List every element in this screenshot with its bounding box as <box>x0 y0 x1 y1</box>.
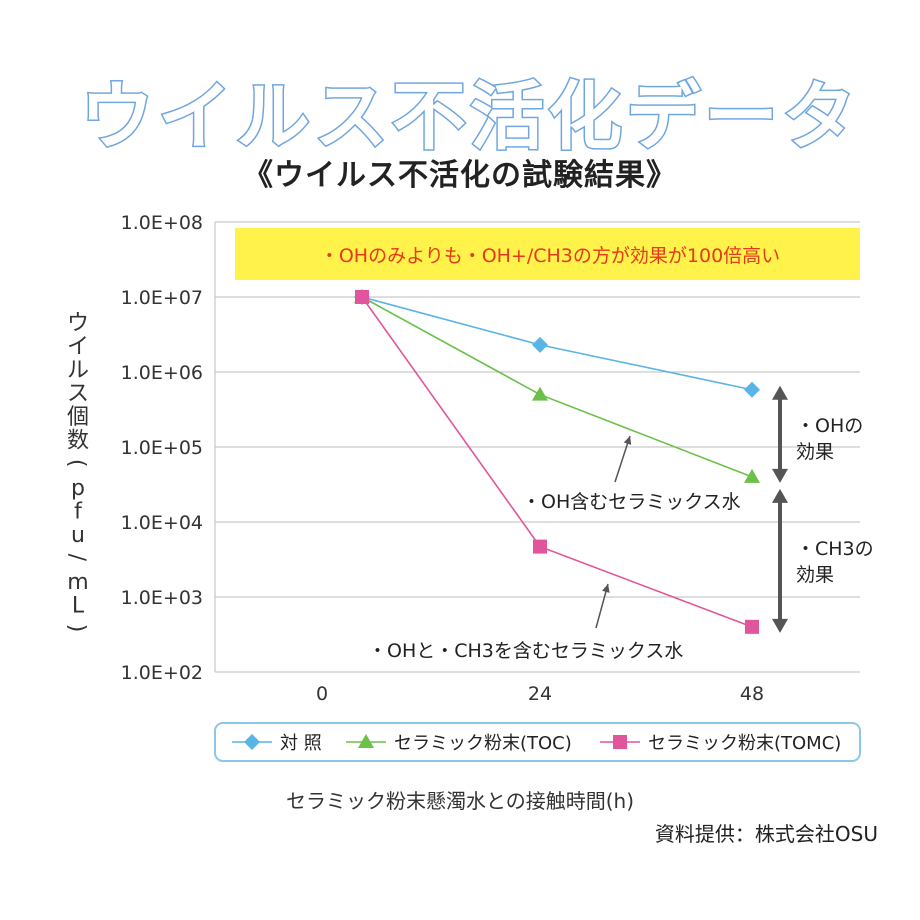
y-tick-label: 1.0E+07 <box>121 287 203 309</box>
chart-subtitle: 《ウイルス不活化の試験結果》 <box>243 158 677 193</box>
ch3-effect-arrow-head <box>772 618 788 633</box>
y-tick-label: 1.0E+04 <box>121 512 203 534</box>
legend-item-tomc: セラミック粉末(TOMC) <box>600 733 841 754</box>
highlight-box <box>235 228 860 280</box>
y-axis-title-char: u <box>71 523 85 548</box>
y-tick-label: 1.0E+06 <box>121 362 203 384</box>
legend-label: セラミック粉末(TOMC) <box>648 733 841 754</box>
y-tick-label: 1.0E+08 <box>121 212 203 234</box>
y-axis-title-char: 個 <box>67 405 89 430</box>
x-tick-label: 24 <box>528 683 552 705</box>
legend-label: セラミック粉末(TOC) <box>394 733 572 754</box>
legend-label: 対 照 <box>280 733 322 754</box>
tomc-note: ・OHと・CH3を含むセラミックス水 <box>368 640 683 662</box>
highlight-text: ・OHのみよりも・OH+/CH3の方が効果が100倍高い <box>320 245 780 267</box>
legend-marker <box>613 735 627 749</box>
y-tick-labels: 1.0E+08 1.0E+07 1.0E+06 1.0E+05 1.0E+04 1.0E+… <box>121 212 203 684</box>
y-axis-title-char: L <box>72 593 85 618</box>
series-toc <box>354 289 760 483</box>
legend-box <box>214 722 861 762</box>
x-tick-label: 48 <box>740 683 764 705</box>
series-line-toc <box>361 296 753 478</box>
oh-effect-arrow-head <box>772 468 788 483</box>
legend-marker <box>244 734 260 750</box>
grid <box>214 221 860 673</box>
y-axis-title-char: ル <box>67 358 89 383</box>
x-tick-label: 0 <box>316 683 328 705</box>
ch3-effect-label: 効果 <box>796 564 834 586</box>
y-axis-title-char: ス <box>67 382 89 407</box>
ch3-effect-label: ・CH3の <box>796 538 874 560</box>
headline: ウイルス不活化データ <box>79 73 860 162</box>
data-point-toc <box>532 386 548 401</box>
y-axis-title-char: m <box>67 570 88 595</box>
toc-note: ・OH含むセラミックス水 <box>522 491 741 513</box>
data-point-tomc <box>745 619 759 634</box>
toc-note-pointer-head <box>623 436 632 445</box>
y-axis-title-char: ( <box>64 459 89 468</box>
data-point-toc <box>744 468 760 483</box>
legend: 対 照 セラミック粉末(TOC) セラミック粉末(TOMC) <box>214 722 861 762</box>
data-point-tomc <box>355 290 369 304</box>
y-tick-label: 1.0E+03 <box>121 587 203 609</box>
x-axis-title: セラミック粉末懸濁水との接触時間(h) <box>285 789 635 813</box>
y-axis-title-char: ) <box>64 624 89 633</box>
data-point-control <box>744 381 760 398</box>
series <box>354 289 760 634</box>
y-axis-title-char: / <box>64 554 89 562</box>
data-point-control <box>532 336 548 353</box>
series-line-tomc <box>361 296 753 628</box>
y-axis-title-char: イ <box>67 335 89 360</box>
legend-item-control: 対 照 <box>232 733 322 754</box>
y-tick-label: 1.0E+05 <box>121 437 203 459</box>
credit-text: 資料提供：株式会社OSU <box>654 822 878 846</box>
series-line-control <box>361 296 753 391</box>
oh-effect-arrow-head <box>772 385 788 400</box>
ch3-effect-arrow-head <box>772 488 788 503</box>
series-tomc <box>355 290 759 634</box>
legend-item-toc: セラミック粉末(TOC) <box>346 733 572 754</box>
oh-effect-label: 効果 <box>796 441 834 463</box>
y-axis-title-char: 数 <box>67 429 89 454</box>
oh-effect-label: ・OHの <box>796 415 863 437</box>
headline-text: ウイルス不活化データ <box>80 74 860 160</box>
y-axis-title-char: f <box>74 499 83 524</box>
tomc-note-pointer-head <box>602 584 610 593</box>
annotations: ・OHの効果・CH3の効果・OH含むセラミックス水・OHと・CH3を含むセラミッ… <box>368 385 874 662</box>
y-axis-title-char: p <box>71 476 85 501</box>
series-control <box>354 289 760 398</box>
legend-marker <box>358 734 374 748</box>
y-axis-title-char: ウ <box>67 311 89 336</box>
data-point-tomc <box>533 539 547 554</box>
x-tick-labels: 0 24 48 <box>316 683 764 705</box>
y-tick-label: 1.0E+02 <box>121 662 203 684</box>
